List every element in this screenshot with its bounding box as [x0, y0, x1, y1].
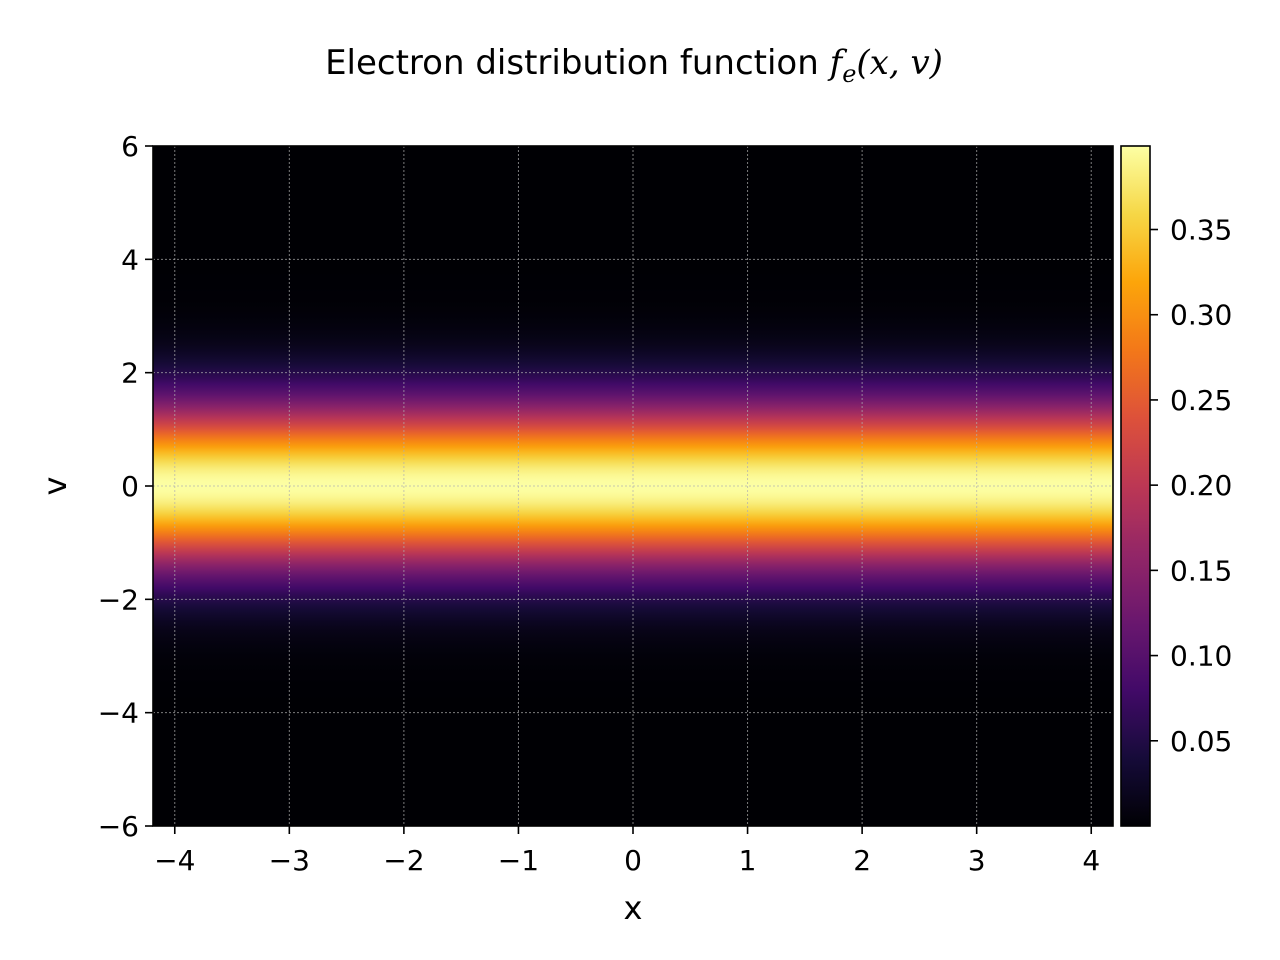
- colorbar: 0.05 0.10 0.15 0.20 0.25 0.30 0.35: [1120, 145, 1232, 827]
- colorbar-tick-label: 0.25: [1170, 384, 1232, 417]
- x-tick-label: −1: [498, 844, 539, 877]
- y-tick-label: 0: [121, 470, 139, 503]
- y-tick-label: 2: [121, 357, 139, 390]
- chart-title: Electron distribution function fe(x, v): [325, 43, 943, 88]
- plot-area: −4 −3 −2 −1 0 1 2 3 4 −6 −4 −2 0 2 4 6: [98, 130, 1114, 877]
- x-tick-label: 4: [1082, 844, 1100, 877]
- x-tick-label: 0: [624, 844, 642, 877]
- colorbar-tick-label: 0.15: [1170, 554, 1232, 587]
- colorbar-ticks: 0.05 0.10 0.15 0.20 0.25 0.30 0.35: [1150, 214, 1232, 758]
- y-tick-label: 6: [121, 130, 139, 163]
- colorbar-tick-label: 0.30: [1170, 299, 1232, 332]
- y-tick-label: 4: [121, 243, 139, 276]
- x-axis-label: x: [624, 889, 643, 927]
- chart-title-args: (x, v): [856, 43, 943, 83]
- y-tick-label: −4: [98, 697, 139, 730]
- x-tick-label: 1: [739, 844, 757, 877]
- colorbar-tick-label: 0.05: [1170, 725, 1232, 758]
- y-tick-label: −6: [98, 810, 139, 843]
- colorbar-tick-label: 0.35: [1170, 214, 1232, 247]
- y-ticks: −6 −4 −2 0 2 4 6: [98, 130, 153, 843]
- colorbar-tick-label: 0.10: [1170, 640, 1232, 673]
- x-tick-label: −4: [154, 844, 195, 877]
- x-tick-label: 3: [968, 844, 986, 877]
- colorbar-frame: [1120, 145, 1151, 827]
- chart-title-sub: e: [842, 60, 856, 88]
- colorbar-tick-label: 0.20: [1170, 469, 1232, 502]
- y-axis-label: v: [36, 477, 74, 496]
- chart-title-text: Electron distribution function: [325, 43, 830, 83]
- x-tick-label: 2: [853, 844, 871, 877]
- colorbar-fill: [1121, 146, 1150, 826]
- x-tick-label: −2: [383, 844, 424, 877]
- x-tick-label: −3: [269, 844, 310, 877]
- x-ticks: −4 −3 −2 −1 0 1 2 3 4: [154, 826, 1100, 877]
- y-tick-label: −2: [98, 583, 139, 616]
